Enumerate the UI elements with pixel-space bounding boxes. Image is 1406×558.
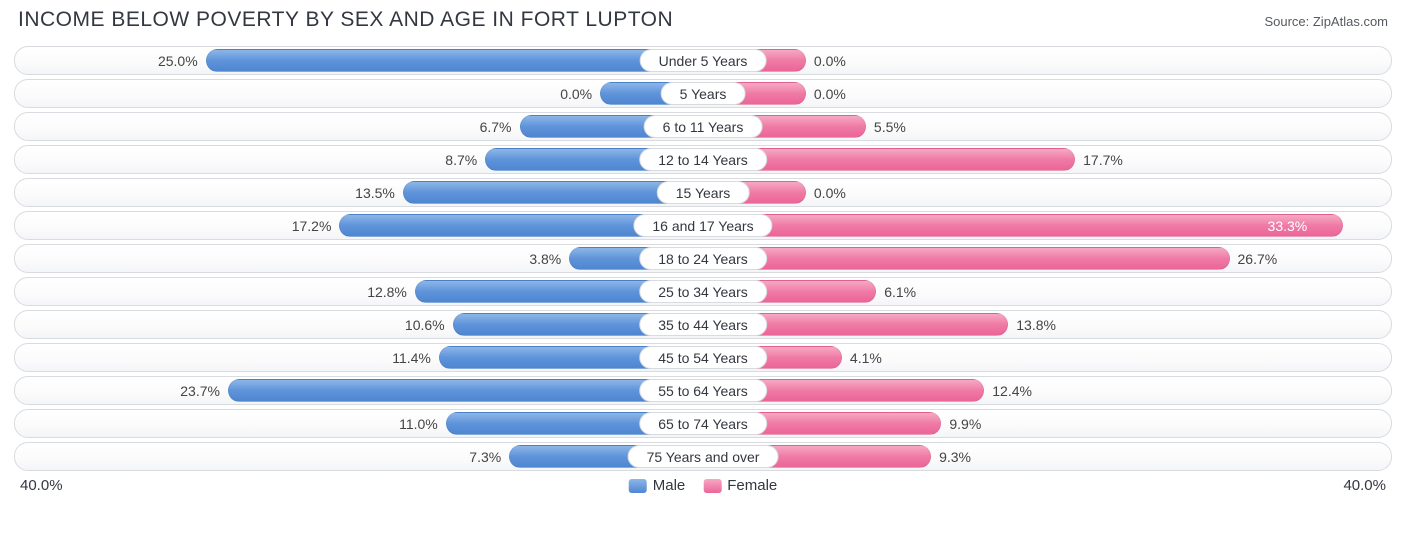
female-half: 0.0% [703,49,1389,72]
female-value-label: 0.0% [806,181,846,204]
male-bar [228,379,703,402]
chart-row: 10.6% 13.8% 35 to 44 Years [14,310,1392,339]
male-value-label: 6.7% [480,115,520,138]
female-half: 9.9% [703,412,1389,435]
legend: Male Female [629,477,778,494]
female-value-label: 17.7% [1075,148,1123,171]
male-half: 3.8% [17,247,703,270]
male-value-label: 10.6% [405,313,453,336]
chart-row: 25.0% 0.0% Under 5 Years [14,46,1392,75]
male-value-label: 17.2% [292,214,340,237]
legend-male-label: Male [653,477,686,494]
category-pill: 15 Years [657,181,750,204]
male-half: 23.7% [17,379,703,402]
category-pill: 16 and 17 Years [633,214,772,237]
male-value-label: 11.4% [392,346,439,369]
chart-row: 12.8% 6.1% 25 to 34 Years [14,277,1392,306]
female-value-label: 0.0% [806,82,846,105]
male-half: 11.0% [17,412,703,435]
category-pill: 18 to 24 Years [639,247,767,270]
male-half: 12.8% [17,280,703,303]
category-pill: 65 to 74 Years [639,412,767,435]
chart-row: 23.7% 12.4% 55 to 64 Years [14,376,1392,405]
female-bar [703,214,1343,237]
chart-row: 13.5% 0.0% 15 Years [14,178,1392,207]
category-pill: 5 Years [661,82,746,105]
legend-female-label: Female [727,477,777,494]
female-value-label: 4.1% [842,346,882,369]
axis-right-label: 40.0% [1343,477,1386,494]
chart-source: Source: ZipAtlas.com [1264,14,1388,29]
legend-female: Female [703,477,777,494]
category-pill: 55 to 64 Years [639,379,767,402]
chart-row: 11.0% 9.9% 65 to 74 Years [14,409,1392,438]
chart-row: 17.2% 33.3% 16 and 17 Years [14,211,1392,240]
legend-male: Male [629,477,686,494]
chart-row: 6.7% 5.5% 6 to 11 Years [14,112,1392,141]
male-value-label: 11.0% [399,412,446,435]
male-half: 11.4% [17,346,703,369]
axis-left-label: 40.0% [20,477,63,494]
male-value-label: 0.0% [560,82,600,105]
male-half: 25.0% [17,49,703,72]
female-half: 12.4% [703,379,1389,402]
male-value-label: 3.8% [529,247,569,270]
category-pill: Under 5 Years [640,49,767,72]
female-value-label: 12.4% [984,379,1032,402]
female-swatch-icon [703,479,721,493]
chart-title: INCOME BELOW POVERTY BY SEX AND AGE IN F… [18,8,673,32]
female-half: 5.5% [703,115,1389,138]
male-bar [206,49,703,72]
male-value-label: 13.5% [355,181,403,204]
male-half: 8.7% [17,148,703,171]
female-half: 26.7% [703,247,1389,270]
female-half: 9.3% [703,445,1389,468]
female-half: 0.0% [703,82,1389,105]
category-pill: 35 to 44 Years [639,313,767,336]
chart-row: 8.7% 17.7% 12 to 14 Years [14,145,1392,174]
male-half: 17.2% [17,214,703,237]
male-value-label: 7.3% [469,445,509,468]
female-value-label: 9.3% [931,445,971,468]
female-value-label: 26.7% [1230,247,1278,270]
female-half: 13.8% [703,313,1389,336]
female-half: 6.1% [703,280,1389,303]
male-swatch-icon [629,479,647,493]
category-pill: 45 to 54 Years [639,346,767,369]
female-half: 4.1% [703,346,1389,369]
female-half: 17.7% [703,148,1389,171]
female-value-label: 5.5% [866,115,906,138]
female-value-label: 6.1% [876,280,916,303]
category-pill: 75 Years and over [628,445,779,468]
female-half: 0.0% [703,181,1389,204]
chart-row: 3.8% 26.7% 18 to 24 Years [14,244,1392,273]
female-value-label: 33.3% [1268,214,1316,237]
male-half: 0.0% [17,82,703,105]
chart-row: 0.0% 0.0% 5 Years [14,79,1392,108]
chart-row: 11.4% 4.1% 45 to 54 Years [14,343,1392,372]
category-pill: 6 to 11 Years [644,115,763,138]
male-half: 13.5% [17,181,703,204]
female-value-label: 13.8% [1008,313,1056,336]
female-bar [703,247,1230,270]
male-half: 10.6% [17,313,703,336]
chart-rows: 25.0% 0.0% Under 5 Years 0.0% 0.0% 5 Years 6.7… [14,46,1392,471]
male-half: 6.7% [17,115,703,138]
male-value-label: 12.8% [367,280,415,303]
category-pill: 25 to 34 Years [639,280,767,303]
male-value-label: 8.7% [445,148,485,171]
axis-row: 40.0% Male Female 40.0% [14,477,1392,494]
female-value-label: 9.9% [941,412,981,435]
female-half: 33.3% [703,214,1389,237]
male-value-label: 23.7% [180,379,228,402]
chart-row: 7.3% 9.3% 75 Years and over [14,442,1392,471]
category-pill: 12 to 14 Years [639,148,767,171]
male-value-label: 25.0% [158,49,206,72]
female-value-label: 0.0% [806,49,846,72]
male-half: 7.3% [17,445,703,468]
